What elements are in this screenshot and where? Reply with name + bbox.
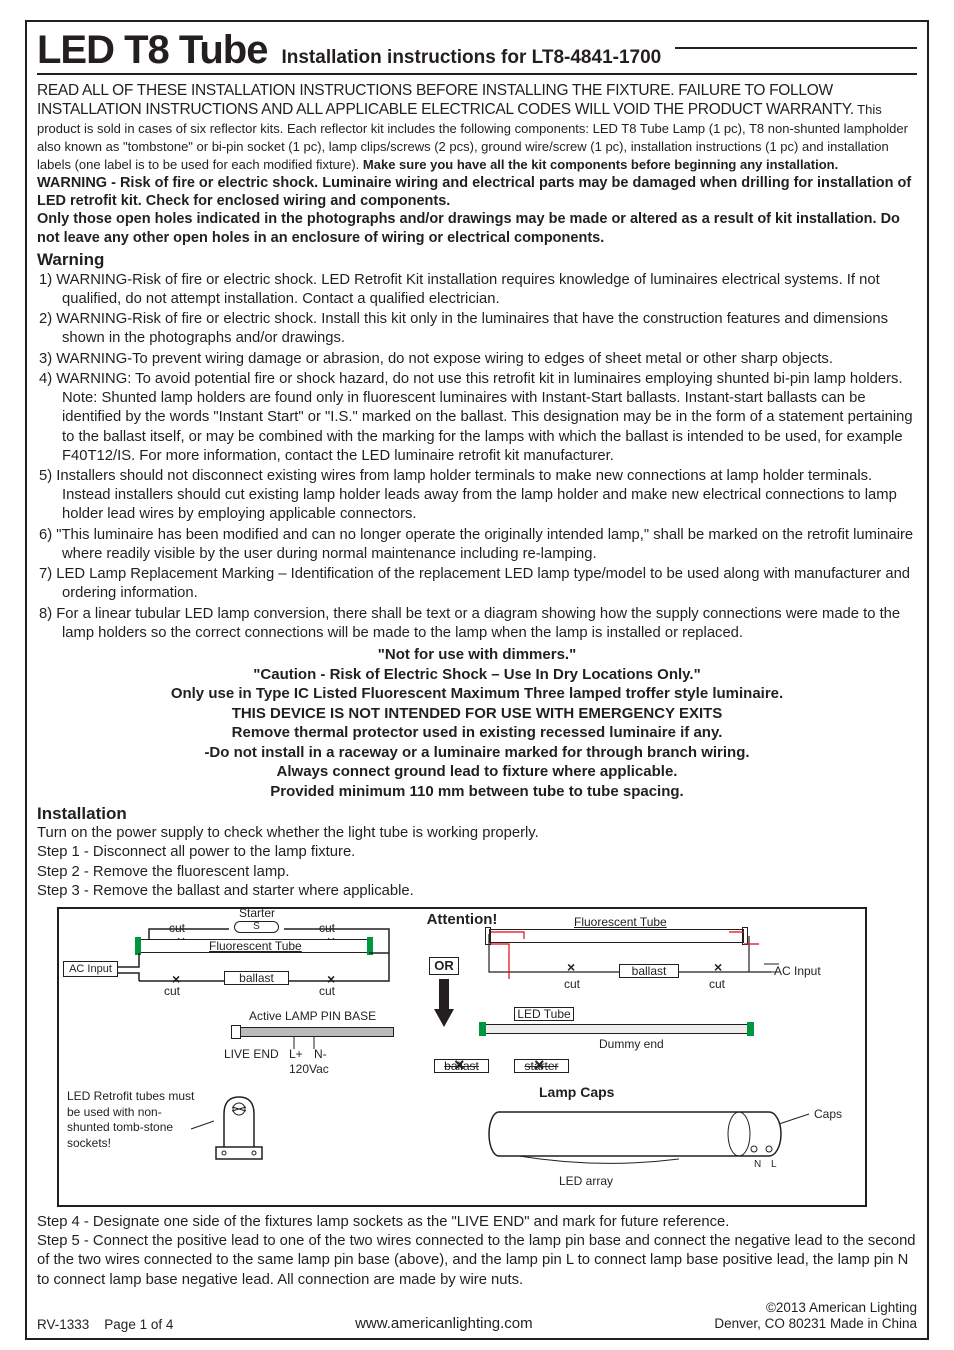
tombstone-note: LED Retrofit tubes must be used with non… <box>67 1089 197 1151</box>
dummy-end-label: Dummy end <box>599 1037 664 1051</box>
lamp-caps-label: Lamp Caps <box>539 1084 614 1100</box>
install-step: Step 4 - Designate one side of the fixtu… <box>37 1213 917 1232</box>
intro-bold3: Only those open holes indicated in the p… <box>37 211 900 245</box>
warning-item: 6) "This luminaire has been modified and… <box>39 526 917 564</box>
intro-caps: READ ALL OF THESE INSTALLATION INSTRUCTI… <box>37 82 854 118</box>
arrow-icon <box>189 1119 219 1139</box>
centered-line: THIS DEVICE IS NOT INTENDED FOR USE WITH… <box>37 704 917 724</box>
installation-heading: Installation <box>37 804 127 824</box>
origin: Denver, CO 80231 Made in China <box>714 1316 917 1332</box>
footer: RV-1333 Page 1 of 4 www.americanlighting… <box>37 1300 917 1332</box>
wiring-diagram: Attention! cut S Starter cut × × Fluores… <box>57 907 867 1207</box>
warning-item: 3) WARNING-To prevent wiring damage or a… <box>39 350 917 369</box>
l-label: L <box>771 1159 777 1170</box>
footer-left: RV-1333 Page 1 of 4 <box>37 1317 173 1332</box>
install-step: Step 1 - Disconnect all power to the lam… <box>37 843 917 862</box>
centered-line: Provided minimum 110 mm between tube to … <box>37 782 917 802</box>
led-array-label: LED array <box>559 1174 613 1188</box>
page-frame: LED T8 Tube Installation instructions fo… <box>25 20 929 1340</box>
intro-bold1: Make sure you have all the kit component… <box>363 157 838 172</box>
warning-item: 4) WARNING: To avoid potential fire or s… <box>39 370 917 466</box>
subtitle: Installation instructions for LT8-4841-1… <box>281 47 661 69</box>
voltage-label: 120Vac <box>289 1062 329 1076</box>
dummy-pin-icon <box>747 1022 754 1036</box>
copyright: ©2013 American Lighting <box>714 1300 917 1316</box>
live-end-label: LIVE END <box>224 1047 279 1061</box>
centered-line: Only use in Type IC Listed Fluorescent M… <box>37 684 917 704</box>
caps-label: Caps <box>814 1107 842 1121</box>
install-step: Step 5 - Connect the positive lead to on… <box>37 1232 917 1290</box>
warning-list: 1) WARNING-Risk of fire or electric shoc… <box>37 271 917 643</box>
n-label: N <box>754 1159 761 1170</box>
warning-item: 8) For a linear tubular LED lamp convers… <box>39 605 917 643</box>
pin-base-icon <box>231 1025 241 1039</box>
intro-paragraph: READ ALL OF THESE INSTALLATION INSTRUCTI… <box>37 81 917 247</box>
title-rule-icon <box>675 47 917 49</box>
warning-heading: Warning <box>37 250 917 270</box>
footer-right: ©2013 American Lighting Denver, CO 80231… <box>714 1300 917 1332</box>
intro-bold2: WARNING - Risk of fire or electric shock… <box>37 175 911 209</box>
live-pin-icon <box>479 1022 486 1036</box>
left-wires-icon <box>59 909 449 1019</box>
centered-line: "Not for use with dimmers." <box>37 645 917 665</box>
right-wires-icon <box>479 924 819 1004</box>
pin-wires-icon <box>284 1037 334 1052</box>
footer-url: www.americanlighting.com <box>355 1315 533 1332</box>
centered-line: -Do not install in a raceway or a lumina… <box>37 743 917 763</box>
main-title: LED T8 Tube <box>37 30 267 70</box>
lamp-caps-icon <box>479 1099 819 1189</box>
centered-line: Always connect ground lead to fixture wh… <box>37 762 917 782</box>
led-tube-icon <box>484 1024 749 1034</box>
or-label: OR <box>429 957 459 975</box>
title-row: LED T8 Tube Installation instructions fo… <box>37 30 917 75</box>
install-steps-bottom: Step 4 - Designate one side of the fixtu… <box>37 1213 917 1290</box>
led-tube-icon <box>239 1027 394 1037</box>
warning-item: 7) LED Lamp Replacement Marking – Identi… <box>39 565 917 603</box>
install-pre: Turn on the power supply to check whethe… <box>37 824 917 843</box>
active-pin-label: Active LAMP PIN BASE <box>249 1009 376 1023</box>
led-tube-label: LED Tube <box>514 1007 574 1021</box>
centered-line: Remove thermal protector used in existin… <box>37 723 917 743</box>
install-step: Step 3 - Remove the ballast and starter … <box>37 882 917 901</box>
warning-item: 2) WARNING-Risk of fire or electric shoc… <box>39 310 917 348</box>
down-arrow-icon <box>434 979 454 1029</box>
install-steps-top: Turn on the power supply to check whethe… <box>37 824 917 901</box>
install-step: Step 2 - Remove the fluorescent lamp. <box>37 863 917 882</box>
warning-item: 5) Installers should not disconnect exis… <box>39 467 917 525</box>
warning-item: 1) WARNING-Risk of fire or electric shoc… <box>39 271 917 309</box>
centered-cautions: "Not for use with dimmers." "Caution - R… <box>37 645 917 801</box>
centered-line: "Caution - Risk of Electric Shock – Use … <box>37 665 917 685</box>
